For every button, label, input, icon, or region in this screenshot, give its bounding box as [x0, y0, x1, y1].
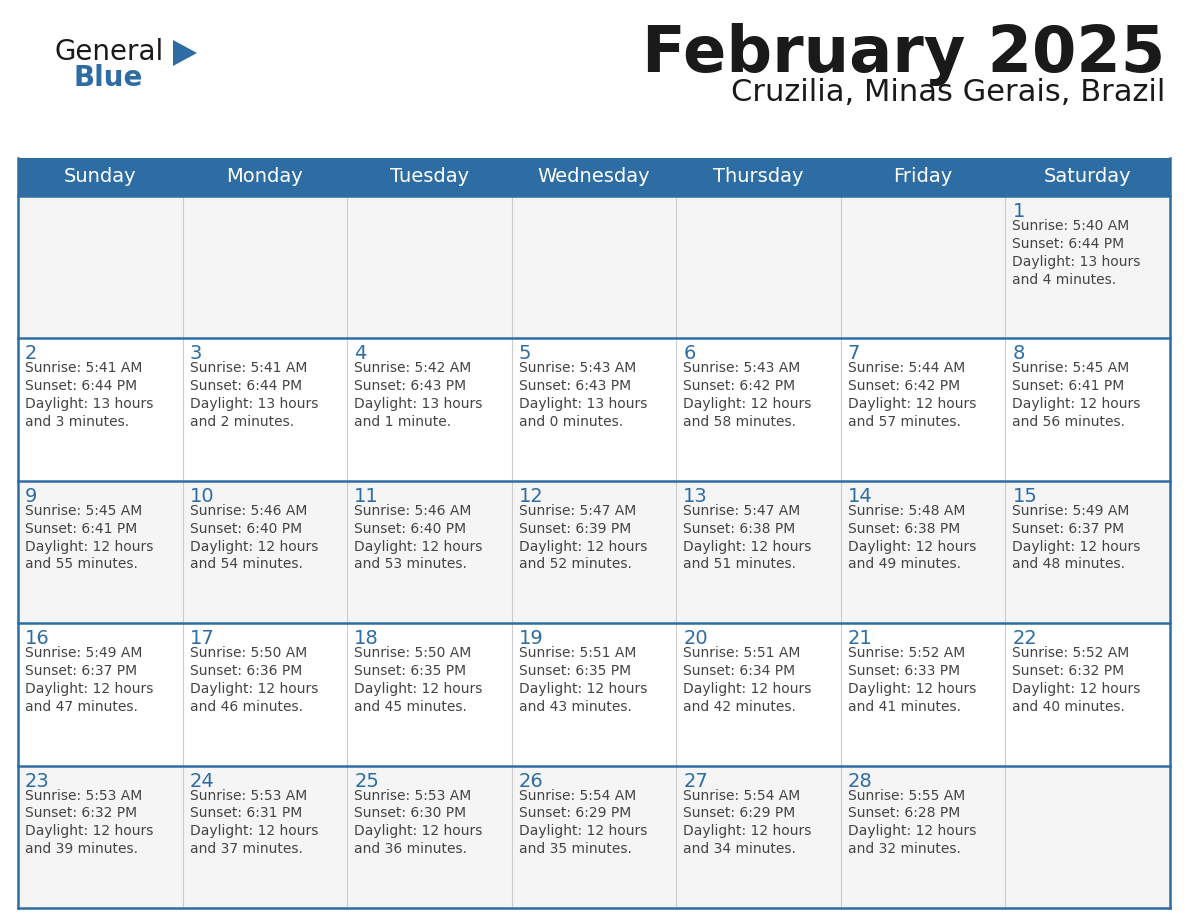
Text: 28: 28: [848, 772, 873, 790]
Text: Sunrise: 5:49 AM
Sunset: 6:37 PM
Daylight: 12 hours
and 48 minutes.: Sunrise: 5:49 AM Sunset: 6:37 PM Dayligh…: [1012, 504, 1140, 571]
Text: Sunrise: 5:54 AM
Sunset: 6:29 PM
Daylight: 12 hours
and 34 minutes.: Sunrise: 5:54 AM Sunset: 6:29 PM Dayligh…: [683, 789, 811, 856]
Text: Cruzilia, Minas Gerais, Brazil: Cruzilia, Minas Gerais, Brazil: [731, 78, 1165, 107]
Text: 21: 21: [848, 629, 873, 648]
Text: Sunrise: 5:43 AM
Sunset: 6:42 PM
Daylight: 12 hours
and 58 minutes.: Sunrise: 5:43 AM Sunset: 6:42 PM Dayligh…: [683, 362, 811, 429]
Text: Sunrise: 5:54 AM
Sunset: 6:29 PM
Daylight: 12 hours
and 35 minutes.: Sunrise: 5:54 AM Sunset: 6:29 PM Dayligh…: [519, 789, 647, 856]
Text: 23: 23: [25, 772, 50, 790]
Text: Tuesday: Tuesday: [390, 167, 469, 186]
Text: 17: 17: [190, 629, 214, 648]
Text: Sunrise: 5:41 AM
Sunset: 6:44 PM
Daylight: 13 hours
and 2 minutes.: Sunrise: 5:41 AM Sunset: 6:44 PM Dayligh…: [190, 362, 318, 429]
Text: Sunrise: 5:47 AM
Sunset: 6:39 PM
Daylight: 12 hours
and 52 minutes.: Sunrise: 5:47 AM Sunset: 6:39 PM Dayligh…: [519, 504, 647, 571]
Text: Monday: Monday: [227, 167, 303, 186]
Text: Sunrise: 5:51 AM
Sunset: 6:35 PM
Daylight: 12 hours
and 43 minutes.: Sunrise: 5:51 AM Sunset: 6:35 PM Dayligh…: [519, 646, 647, 714]
Text: 15: 15: [1012, 487, 1037, 506]
Text: Friday: Friday: [893, 167, 953, 186]
Text: 5: 5: [519, 344, 531, 364]
Text: Sunrise: 5:55 AM
Sunset: 6:28 PM
Daylight: 12 hours
and 32 minutes.: Sunrise: 5:55 AM Sunset: 6:28 PM Dayligh…: [848, 789, 977, 856]
Text: Sunrise: 5:41 AM
Sunset: 6:44 PM
Daylight: 13 hours
and 3 minutes.: Sunrise: 5:41 AM Sunset: 6:44 PM Dayligh…: [25, 362, 153, 429]
Text: Sunrise: 5:44 AM
Sunset: 6:42 PM
Daylight: 12 hours
and 57 minutes.: Sunrise: 5:44 AM Sunset: 6:42 PM Dayligh…: [848, 362, 977, 429]
Text: Sunrise: 5:46 AM
Sunset: 6:40 PM
Daylight: 12 hours
and 54 minutes.: Sunrise: 5:46 AM Sunset: 6:40 PM Dayligh…: [190, 504, 318, 571]
Text: Sunrise: 5:53 AM
Sunset: 6:30 PM
Daylight: 12 hours
and 36 minutes.: Sunrise: 5:53 AM Sunset: 6:30 PM Dayligh…: [354, 789, 482, 856]
Text: 18: 18: [354, 629, 379, 648]
Text: Sunrise: 5:40 AM
Sunset: 6:44 PM
Daylight: 13 hours
and 4 minutes.: Sunrise: 5:40 AM Sunset: 6:44 PM Dayligh…: [1012, 219, 1140, 286]
Text: 14: 14: [848, 487, 873, 506]
Text: Sunrise: 5:50 AM
Sunset: 6:36 PM
Daylight: 12 hours
and 46 minutes.: Sunrise: 5:50 AM Sunset: 6:36 PM Dayligh…: [190, 646, 318, 714]
Text: 12: 12: [519, 487, 543, 506]
Text: Sunrise: 5:46 AM
Sunset: 6:40 PM
Daylight: 12 hours
and 53 minutes.: Sunrise: 5:46 AM Sunset: 6:40 PM Dayligh…: [354, 504, 482, 571]
Bar: [18, 339, 1170, 481]
Bar: [18, 766, 1170, 908]
Text: 6: 6: [683, 344, 696, 364]
Bar: [18, 623, 1170, 766]
Text: Sunrise: 5:49 AM
Sunset: 6:37 PM
Daylight: 12 hours
and 47 minutes.: Sunrise: 5:49 AM Sunset: 6:37 PM Dayligh…: [25, 646, 153, 714]
Text: Sunrise: 5:53 AM
Sunset: 6:31 PM
Daylight: 12 hours
and 37 minutes.: Sunrise: 5:53 AM Sunset: 6:31 PM Dayligh…: [190, 789, 318, 856]
Text: Sunrise: 5:52 AM
Sunset: 6:32 PM
Daylight: 12 hours
and 40 minutes.: Sunrise: 5:52 AM Sunset: 6:32 PM Dayligh…: [1012, 646, 1140, 714]
Text: 10: 10: [190, 487, 214, 506]
Text: 2: 2: [25, 344, 37, 364]
Text: Sunrise: 5:52 AM
Sunset: 6:33 PM
Daylight: 12 hours
and 41 minutes.: Sunrise: 5:52 AM Sunset: 6:33 PM Dayligh…: [848, 646, 977, 714]
Text: 22: 22: [1012, 629, 1037, 648]
Polygon shape: [173, 40, 197, 66]
Text: 8: 8: [1012, 344, 1025, 364]
Text: 16: 16: [25, 629, 50, 648]
Text: Sunrise: 5:45 AM
Sunset: 6:41 PM
Daylight: 12 hours
and 55 minutes.: Sunrise: 5:45 AM Sunset: 6:41 PM Dayligh…: [25, 504, 153, 571]
Text: February 2025: February 2025: [642, 23, 1165, 86]
Text: Wednesday: Wednesday: [538, 167, 650, 186]
Text: Sunrise: 5:50 AM
Sunset: 6:35 PM
Daylight: 12 hours
and 45 minutes.: Sunrise: 5:50 AM Sunset: 6:35 PM Dayligh…: [354, 646, 482, 714]
Text: Saturday: Saturday: [1044, 167, 1131, 186]
Text: 7: 7: [848, 344, 860, 364]
Bar: [18, 481, 1170, 623]
Text: Blue: Blue: [72, 64, 143, 92]
Bar: [18, 158, 1170, 196]
Text: 13: 13: [683, 487, 708, 506]
Text: 4: 4: [354, 344, 367, 364]
Text: Sunrise: 5:51 AM
Sunset: 6:34 PM
Daylight: 12 hours
and 42 minutes.: Sunrise: 5:51 AM Sunset: 6:34 PM Dayligh…: [683, 646, 811, 714]
Text: General: General: [55, 38, 164, 66]
Text: 24: 24: [190, 772, 214, 790]
Text: 25: 25: [354, 772, 379, 790]
Text: 27: 27: [683, 772, 708, 790]
Text: Thursday: Thursday: [713, 167, 804, 186]
Text: 20: 20: [683, 629, 708, 648]
Text: 9: 9: [25, 487, 37, 506]
Text: Sunrise: 5:43 AM
Sunset: 6:43 PM
Daylight: 13 hours
and 0 minutes.: Sunrise: 5:43 AM Sunset: 6:43 PM Dayligh…: [519, 362, 647, 429]
Text: 19: 19: [519, 629, 543, 648]
Text: Sunday: Sunday: [64, 167, 137, 186]
Text: Sunrise: 5:42 AM
Sunset: 6:43 PM
Daylight: 13 hours
and 1 minute.: Sunrise: 5:42 AM Sunset: 6:43 PM Dayligh…: [354, 362, 482, 429]
Text: 26: 26: [519, 772, 543, 790]
Text: Sunrise: 5:45 AM
Sunset: 6:41 PM
Daylight: 12 hours
and 56 minutes.: Sunrise: 5:45 AM Sunset: 6:41 PM Dayligh…: [1012, 362, 1140, 429]
Text: 3: 3: [190, 344, 202, 364]
Text: 1: 1: [1012, 202, 1025, 221]
Text: Sunrise: 5:48 AM
Sunset: 6:38 PM
Daylight: 12 hours
and 49 minutes.: Sunrise: 5:48 AM Sunset: 6:38 PM Dayligh…: [848, 504, 977, 571]
Text: Sunrise: 5:53 AM
Sunset: 6:32 PM
Daylight: 12 hours
and 39 minutes.: Sunrise: 5:53 AM Sunset: 6:32 PM Dayligh…: [25, 789, 153, 856]
Text: 11: 11: [354, 487, 379, 506]
Text: Sunrise: 5:47 AM
Sunset: 6:38 PM
Daylight: 12 hours
and 51 minutes.: Sunrise: 5:47 AM Sunset: 6:38 PM Dayligh…: [683, 504, 811, 571]
Bar: [18, 196, 1170, 339]
